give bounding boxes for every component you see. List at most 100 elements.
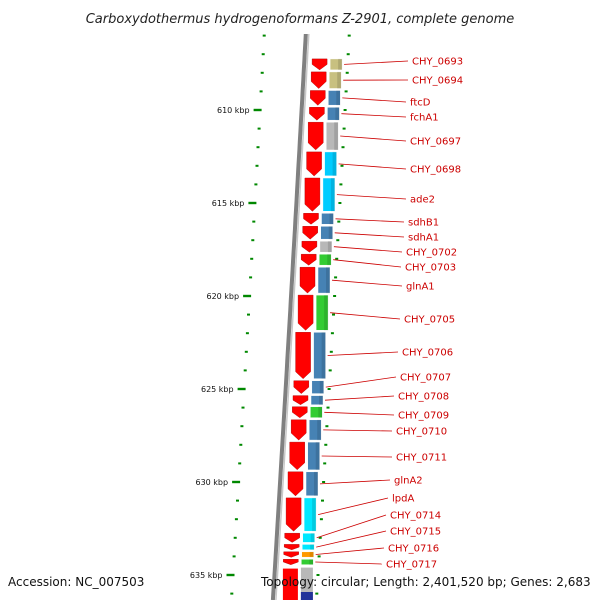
scale-major-tick (248, 201, 257, 205)
gene-leader-line (338, 163, 407, 170)
inner-minor-dot (345, 71, 349, 74)
inner-minor-dot (321, 499, 324, 502)
scale-minor-dot (251, 239, 255, 242)
gene-leader-line (331, 279, 403, 287)
inner-minor-dot (323, 462, 327, 465)
gene-arrow-chy_0711 (289, 441, 305, 471)
map-title: Carboxydothermus hydrogenoformans Z-2901… (86, 12, 515, 27)
cog-bar-shade (309, 559, 314, 565)
scale-minor-dot (241, 406, 245, 409)
gene-leader-line (335, 218, 405, 223)
cog-bar-shade (328, 226, 333, 240)
gene-arrow-chy_0705 (297, 294, 314, 331)
cog-bar-ftcd (328, 90, 341, 106)
scale-minor-dot (249, 276, 253, 279)
gene-arrow-glna1 (299, 267, 316, 294)
scale-minor-dot (262, 34, 266, 37)
gene-arrow-sdhb1 (303, 213, 319, 225)
gene-label-ade2: ade2 (410, 195, 435, 206)
cog-bar-chy_0716 (301, 551, 314, 558)
cog-bar-shade (338, 58, 343, 70)
cog-bar-shade (324, 295, 329, 331)
gene-label-sdha1: sdhA1 (408, 233, 439, 244)
inner-minor-dot (340, 164, 344, 167)
scale-minor-dot (239, 443, 243, 446)
gene-arrow-lpda (285, 497, 302, 532)
cog-bar-chy_0703 (318, 253, 332, 266)
inner-minor-dot (337, 220, 341, 223)
gene-arrow-chy_0703 (301, 254, 317, 266)
inner-minor-dot (327, 388, 331, 390)
inner-minor-dot (332, 313, 335, 316)
cog-bar-shade (310, 533, 315, 543)
cog-bar-shade (321, 332, 326, 379)
cog-bar-chy_0702 (319, 240, 333, 253)
cog-bar-chy_0705 (315, 294, 329, 331)
gene-arrow-chy_0702 (301, 241, 318, 253)
scale-tick-label: 630 kbp (195, 478, 228, 487)
cog-bar-chy_0707 (311, 380, 325, 394)
cog-bar-shade (336, 90, 341, 106)
scale-minor-dot (255, 164, 259, 167)
cog-bar-shade (327, 241, 332, 253)
gene-arrow-chy_0717 (283, 559, 299, 565)
cog-bar-shade (326, 267, 330, 294)
gene-arrow-chy_0714 (284, 533, 300, 543)
gene-label-chy_0693: CHY_0693 (412, 57, 463, 68)
gene-leader-line (324, 411, 395, 416)
cog-bar-sdhb1 (321, 213, 334, 225)
gene-arrows (282, 58, 328, 600)
gene-arrow-glna2 (287, 471, 304, 497)
cog-bar-shade (317, 419, 322, 441)
gene-leader-line (330, 312, 401, 320)
scale-minor-dot (236, 499, 239, 502)
gene-arrow-chy_0706 (295, 332, 311, 379)
cog-bar-chy_0711 (307, 441, 320, 471)
cog-category-bars (300, 0, 351, 600)
scale-minor-dot (245, 332, 249, 335)
gene-leader-line (327, 351, 399, 356)
inner-minor-dot (317, 555, 321, 558)
scale-tick-label: 625 kbp (201, 385, 234, 394)
cog-bar-shade (337, 71, 342, 89)
gene-label-chy_0711: CHY_0711 (396, 453, 447, 464)
gene-leader-line (325, 376, 397, 388)
gene-leader-line (316, 530, 387, 548)
scale-minor-dot (230, 592, 234, 595)
gene-leader-line (334, 232, 405, 238)
scale-minor-dot (260, 71, 264, 74)
cog-bar-chy_0708 (310, 395, 324, 406)
gene-arrow-chy_0710 (291, 419, 307, 441)
scale-major-tick (253, 108, 262, 112)
gene-label-glna2: glnA2 (394, 476, 423, 487)
inner-minor-dot (347, 34, 351, 37)
scale-minor-dot (257, 127, 261, 130)
inner-minor-dot (334, 276, 338, 279)
cog-bar-shade (309, 551, 314, 558)
scale-major-tick (226, 573, 235, 577)
inner-minor-dot (328, 369, 332, 372)
inner-minor-dot (344, 90, 348, 93)
cog-bar-chy_0694 (328, 71, 342, 89)
cog-bar-shade (335, 107, 340, 121)
cog-bar-shade (332, 151, 337, 176)
scale-minor-dot (254, 183, 258, 186)
backbone-highlight-line (275, 29, 310, 600)
cog-bar-shade (310, 544, 315, 550)
backbone-outer-line (270, 29, 308, 600)
cog-bar-chy_0693 (329, 58, 343, 71)
inner-minor-dot (322, 481, 326, 483)
cog-bar-shade (327, 254, 332, 266)
gene-arrow-chy_0693 (311, 58, 328, 71)
gene-label-lpda: lpdA (392, 494, 414, 505)
gene-leader-line (336, 194, 407, 200)
scale-tick-label: 620 kbp (206, 292, 239, 301)
cog-bar-continuation-bottom (300, 567, 313, 600)
gene-label-chy_0706: CHY_0706 (402, 348, 453, 359)
gene-label-chy_0710: CHY_0710 (396, 427, 447, 438)
gene-leader-line (323, 429, 393, 432)
cog-bar-shade (334, 122, 339, 150)
scale-minor-dot (256, 146, 260, 149)
cog-bar-glna1 (317, 266, 331, 294)
